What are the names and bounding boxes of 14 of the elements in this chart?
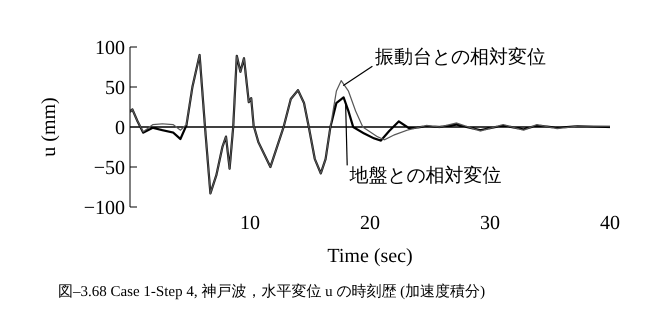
y-tick-label: −50: [94, 157, 125, 180]
y-tick-label: −100: [84, 197, 125, 220]
x-tick-label: 20: [360, 212, 380, 234]
y-axis-title: u (mm): [38, 97, 60, 157]
y-tick-label: 0: [115, 117, 125, 140]
x-tick-label: 40: [600, 212, 620, 234]
text: 図–3.68 Case 1-Step 4, 神戸波，水平変位 u の時刻歴 (加速度積分): [58, 282, 486, 301]
x-tick-label: 30: [480, 212, 500, 234]
series-label: 振動台との相対変位: [374, 46, 546, 68]
y-tick-label: 100: [95, 37, 125, 60]
y-tick-label: 50: [105, 77, 125, 100]
x-axis-title: Time (sec): [327, 245, 413, 267]
series-label: 地盤との相対変位: [348, 164, 502, 186]
x-tick-label: 10: [240, 212, 260, 234]
